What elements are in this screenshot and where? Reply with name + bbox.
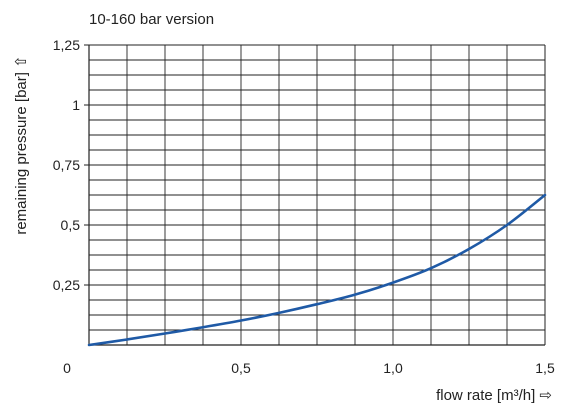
y-tick-label: 1,25 bbox=[53, 37, 80, 53]
y-tick-labels: 0,25 0,5 0,75 1 1,25 bbox=[53, 37, 89, 293]
chart-title: 10-160 bar version bbox=[89, 11, 214, 28]
series-line bbox=[87, 193, 547, 347]
x-axis-label: flow rate [m³/h] ⇨ bbox=[436, 387, 552, 404]
y-tick-label: 0,25 bbox=[53, 277, 80, 293]
y-axis-label: remaining pressure [bar] ⇧ bbox=[13, 55, 30, 234]
x-tick-label: 0 bbox=[63, 360, 71, 376]
y-tick-label: 0,5 bbox=[61, 217, 81, 233]
y-tick-label: 0,75 bbox=[53, 157, 80, 173]
x-tick-labels: 0 0,5 1,0 1,5 bbox=[63, 360, 555, 376]
grid bbox=[89, 45, 545, 345]
series-group bbox=[87, 193, 547, 347]
y-tick-label: 1 bbox=[72, 97, 80, 113]
x-tick-label: 1,5 bbox=[535, 360, 555, 376]
x-tick-label: 1,0 bbox=[383, 360, 403, 376]
x-tick-label: 0,5 bbox=[231, 360, 251, 376]
